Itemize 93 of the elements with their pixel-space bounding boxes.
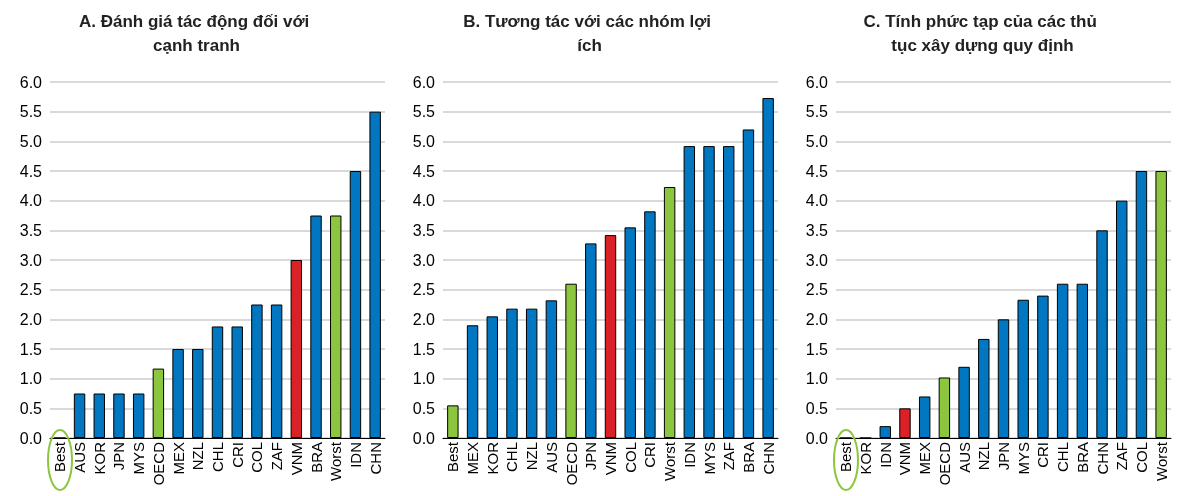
x-tick-label: JPN xyxy=(995,442,1012,471)
y-tick-label: 2.5 xyxy=(805,281,829,299)
x-tick-label: NZL xyxy=(975,442,993,471)
y-tick-label: 6.0 xyxy=(412,73,436,91)
y-tick-label: 6.0 xyxy=(805,73,829,91)
x-tick-label: BRA xyxy=(307,442,325,473)
x-tick-label: MEX xyxy=(916,442,934,475)
y-tick-label: 0.5 xyxy=(19,399,43,417)
x-tick-label: OECD xyxy=(562,441,580,486)
y-tick-label: 3.0 xyxy=(19,251,43,269)
y-tick-label: 3.0 xyxy=(805,251,829,269)
x-tick-label: Worst xyxy=(327,441,345,481)
y-tick-label: 5.5 xyxy=(412,103,436,121)
x-tick-label: CRI xyxy=(1034,442,1052,468)
x-tick-label: AUS xyxy=(955,442,973,473)
x-tick-label: VNM xyxy=(287,442,305,476)
y-tick-label: 2.0 xyxy=(805,310,829,328)
y-tick-label: 4.5 xyxy=(805,162,829,180)
y-tick-label: 3.5 xyxy=(412,221,436,239)
y-tick-label: 1.5 xyxy=(19,340,43,358)
y-tick-label: 2.0 xyxy=(412,310,436,328)
x-tick-label: Worst xyxy=(1152,441,1170,481)
x-tick-label: CHN xyxy=(1093,442,1111,475)
x-tick-label: COL xyxy=(1132,442,1150,473)
y-tick-label: 5.0 xyxy=(19,132,43,150)
y-tick-label: 1.5 xyxy=(412,340,436,358)
x-tick-label: COL xyxy=(248,442,266,473)
x-tick-label: CHL xyxy=(503,442,521,473)
x-tick-label: Best xyxy=(444,441,462,473)
y-tick-label: 5.0 xyxy=(412,132,436,150)
x-tick-label: NZL xyxy=(523,442,541,471)
y-tick-label: 1.0 xyxy=(805,370,829,388)
y-tick-label: 3.5 xyxy=(805,221,829,239)
x-tick-label: Worst xyxy=(661,441,679,481)
y-tick-label: 3.5 xyxy=(19,221,43,239)
x-tick-label: OECD xyxy=(935,441,953,486)
x-tick-label: MYS xyxy=(700,442,718,475)
x-tick-label: IDN xyxy=(346,442,364,468)
y-tick-label: 2.0 xyxy=(19,310,43,328)
x-tick-label: IDN xyxy=(680,442,698,468)
x-tick-label: CHN xyxy=(759,442,777,475)
x-tick-label: KOR xyxy=(90,441,108,475)
y-tick-label: 4.5 xyxy=(19,162,43,180)
x-tick-label: KOR xyxy=(483,441,501,475)
chart-title: A. Đánh giá tác động đối với cạnh tranh xyxy=(79,11,314,55)
x-tick-label: MYS xyxy=(1014,442,1032,475)
x-tick-label: COL xyxy=(621,442,639,473)
x-tick-label: CHL xyxy=(209,442,226,473)
y-tick-label: 3.0 xyxy=(412,251,436,269)
y-tick-label: 6.0 xyxy=(19,73,43,91)
x-tick-label: MEX xyxy=(464,442,482,475)
x-tick-label: ZAF xyxy=(1113,442,1131,471)
y-tick-label: 2.5 xyxy=(19,281,43,299)
y-tick-label: 4.0 xyxy=(805,192,829,210)
y-tick-label: 1.5 xyxy=(805,340,829,358)
x-tick-label: CHN xyxy=(366,442,384,475)
x-tick-label: Best xyxy=(837,441,855,473)
y-tick-label: 4.5 xyxy=(412,162,436,180)
y-tick-label: 2.5 xyxy=(412,281,436,299)
x-tick-label: Best xyxy=(51,441,69,473)
x-tick-label: JPN xyxy=(582,442,600,471)
x-tick-label: BRA xyxy=(1073,442,1091,473)
chart-title: C. Tính phức tạp của các thủ tục xây dựng quy định xyxy=(863,11,1102,55)
x-tick-label: JPN xyxy=(110,442,128,471)
y-tick-label: 0.0 xyxy=(412,429,436,447)
y-tick-label: 0.0 xyxy=(805,429,829,447)
x-tick-label: CRI xyxy=(641,442,659,468)
chart-title: B. Tương tác với các nhóm lợi ích xyxy=(463,11,716,55)
x-tick-label: ZAF xyxy=(268,442,286,471)
x-tick-label: MYS xyxy=(130,442,148,475)
x-tick-label: MEX xyxy=(169,442,187,475)
x-tick-label: CRI xyxy=(228,442,246,468)
y-tick-label: 4.0 xyxy=(412,192,436,210)
x-tick-label: CHL xyxy=(1054,442,1072,473)
x-tick-label: AUS xyxy=(542,442,560,473)
y-tick-label: 5.5 xyxy=(805,103,829,121)
y-tick-label: 1.0 xyxy=(412,370,436,388)
y-tick-label: 4.0 xyxy=(19,192,43,210)
x-tick-label: ZAF xyxy=(720,442,738,471)
x-tick-label: OECD xyxy=(149,441,167,486)
y-tick-label: 5.5 xyxy=(19,103,43,121)
y-tick-label: 1.0 xyxy=(19,370,43,388)
x-tick-label: VNM xyxy=(896,442,914,476)
x-tick-label: AUS xyxy=(71,442,89,473)
x-tick-label: BRA xyxy=(739,442,757,473)
y-tick-label: 0.5 xyxy=(805,399,829,417)
y-tick-label: 0.5 xyxy=(412,399,436,417)
y-tick-label: 0.0 xyxy=(19,429,43,447)
x-tick-label: VNM xyxy=(602,442,619,476)
y-tick-label: 5.0 xyxy=(805,132,829,150)
x-tick-label: IDN xyxy=(876,442,894,468)
x-tick-label: NZL xyxy=(189,442,207,471)
x-tick-label: KOR xyxy=(857,441,875,475)
